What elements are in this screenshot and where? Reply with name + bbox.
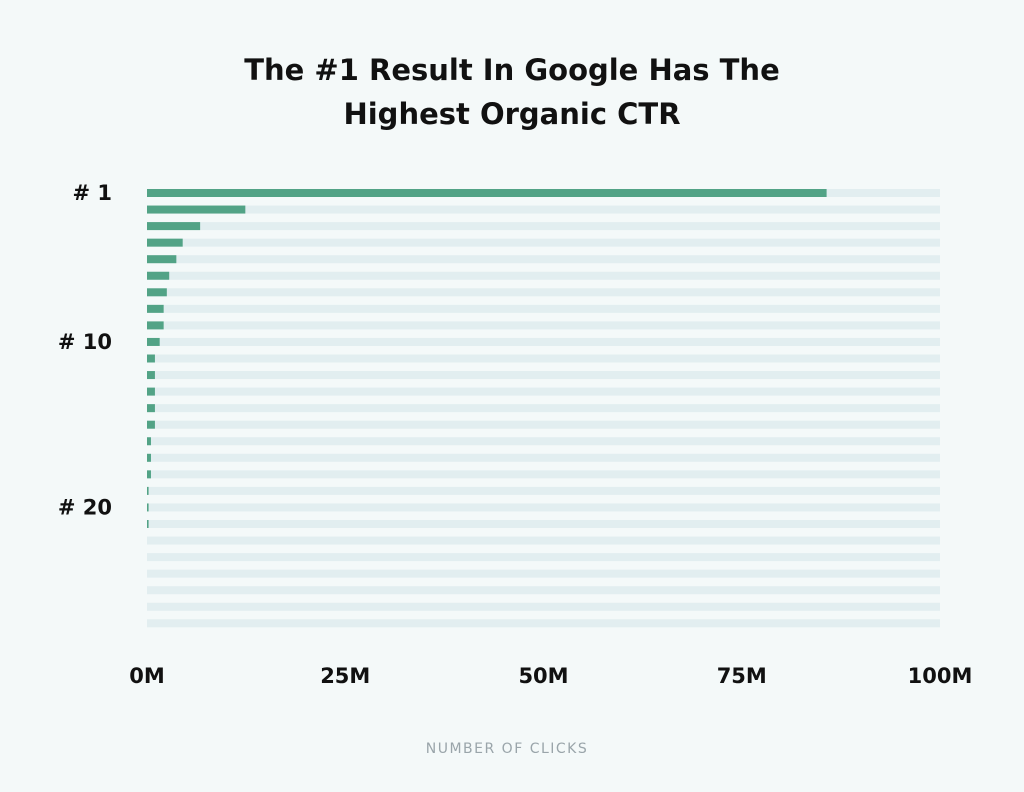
x-tick-label: 50M — [518, 664, 568, 688]
row-stripe — [147, 271, 940, 280]
row-stripe — [147, 255, 940, 264]
bar — [147, 337, 160, 346]
bar — [147, 271, 170, 280]
row-stripe — [147, 536, 940, 545]
bar — [147, 387, 155, 396]
row-stripe — [147, 486, 940, 495]
row-stripe — [147, 569, 940, 578]
bar — [147, 520, 149, 528]
bar — [147, 470, 151, 479]
row-stripe — [147, 205, 940, 214]
row-stripe — [147, 337, 940, 346]
bar — [147, 222, 201, 231]
row-stripe — [147, 520, 940, 528]
x-tick-label: 25M — [320, 664, 370, 688]
row-stripe — [147, 602, 940, 611]
row-stripe — [147, 238, 940, 247]
bar — [147, 437, 151, 446]
row-stripe — [147, 321, 940, 330]
bar — [147, 371, 155, 380]
bar — [147, 288, 167, 297]
row-stripe — [147, 222, 940, 231]
row-stripe — [147, 437, 940, 446]
row-stripe — [147, 453, 940, 462]
bar — [147, 189, 827, 197]
row-stripe — [147, 387, 940, 396]
row-stripe — [147, 420, 940, 429]
y-tick-label: # 10 — [58, 330, 112, 354]
row-stripe — [147, 470, 940, 479]
bar — [147, 354, 155, 363]
row-stripe — [147, 371, 940, 380]
row-stripe — [147, 354, 940, 363]
x-tick-label: 75M — [717, 664, 767, 688]
row-stripe — [147, 586, 940, 595]
bar — [147, 404, 155, 413]
bar — [147, 453, 151, 462]
bar — [147, 486, 149, 495]
row-stripe — [147, 553, 940, 562]
bar — [147, 238, 183, 247]
row-stripe — [147, 304, 940, 313]
x-tick-label: 100M — [908, 664, 973, 688]
bar — [147, 255, 177, 264]
chart-title: The #1 Result In Google Has The Highest … — [244, 53, 780, 131]
x-axis-label: NUMBER OF CLICKS — [426, 741, 589, 757]
row-stripe — [147, 619, 940, 628]
bar — [147, 205, 246, 214]
bar — [147, 503, 149, 512]
x-tick-label: 0M — [129, 664, 165, 688]
bar — [147, 321, 164, 330]
row-stripe — [147, 288, 940, 297]
bar — [147, 420, 155, 429]
row-stripe — [147, 503, 940, 512]
row-stripe — [147, 404, 940, 413]
y-tick-label: # 1 — [72, 181, 112, 205]
y-tick-label: # 20 — [58, 495, 112, 519]
bar — [147, 304, 164, 313]
